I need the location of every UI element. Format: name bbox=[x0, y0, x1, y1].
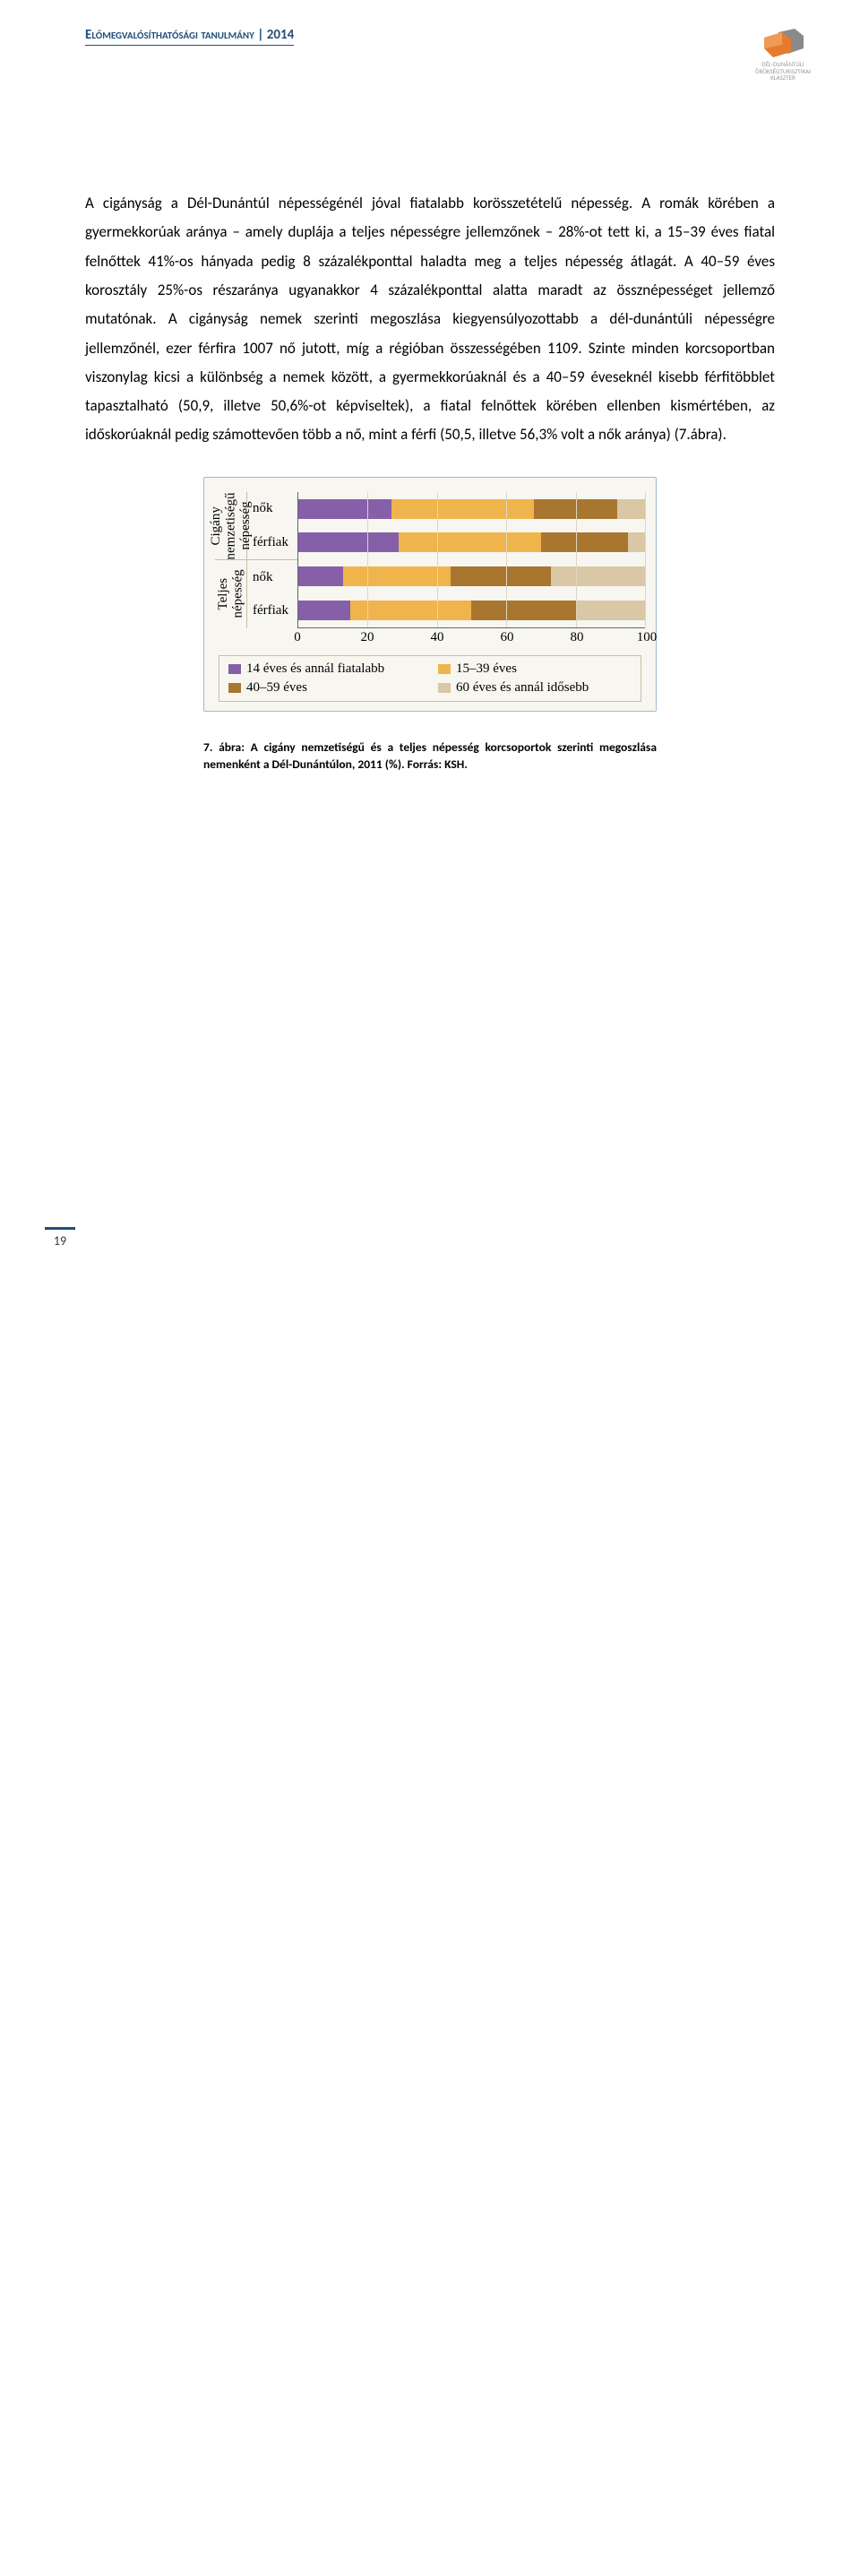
plot-area bbox=[297, 492, 645, 628]
bar-row bbox=[298, 593, 645, 627]
bars-container bbox=[298, 492, 645, 627]
y-group-label: Teljes népesség bbox=[215, 560, 247, 628]
bar-segment bbox=[399, 532, 541, 552]
y-row-label: nők bbox=[253, 502, 290, 515]
y-row-label: férfiak bbox=[253, 536, 290, 549]
logo-text-3: KLASZTER bbox=[755, 74, 811, 82]
y-row-label: nők bbox=[253, 571, 290, 584]
x-tick-label: 20 bbox=[361, 630, 374, 645]
cluster-logo-icon bbox=[759, 27, 807, 59]
legend-item: 40–59 éves bbox=[228, 680, 422, 696]
legend: 14 éves és annál fiatalabb 15–39 éves 40–5… bbox=[219, 655, 641, 702]
bar-segment bbox=[541, 532, 628, 552]
legend-swatch bbox=[228, 683, 241, 693]
bar-row bbox=[298, 492, 645, 526]
header-title: Előmegvalósíthatósági tanulmány | 2014 bbox=[85, 27, 294, 46]
legend-item: 60 éves és annál idősebb bbox=[438, 680, 632, 696]
y-group-label: Cigány nemzetiségű népesség bbox=[215, 492, 247, 560]
legend-label: 40–59 éves bbox=[246, 680, 307, 696]
x-tick-label: 0 bbox=[294, 630, 301, 645]
x-tick-label: 80 bbox=[571, 630, 584, 645]
y-row-label: férfiak bbox=[253, 604, 290, 618]
chart-box: Cigány nemzetiségű népesség nők férfiak Tel… bbox=[203, 477, 657, 712]
bar-segment bbox=[551, 566, 644, 586]
paragraph-text: A cigányság a Dél-Dunántúl népességénél … bbox=[85, 189, 775, 450]
bar-segment bbox=[576, 601, 645, 620]
legend-swatch bbox=[438, 683, 451, 693]
legend-swatch bbox=[228, 664, 241, 674]
bar-row bbox=[298, 559, 645, 593]
bar-row bbox=[298, 525, 645, 559]
page-header: Előmegvalósíthatósági tanulmány | 2014 D… bbox=[0, 0, 860, 91]
x-tick-label: 60 bbox=[501, 630, 514, 645]
figure-caption: 7. ábra: A cigány nemzetiségű és a telje… bbox=[203, 739, 657, 774]
x-axis-ticks: 020406080100 bbox=[297, 630, 647, 648]
logo: DÉL-DUNÁNTÚLI ÖRÖKSÉGTURISZTIKAI KLASZTE… bbox=[755, 27, 811, 82]
bar-segment bbox=[298, 499, 391, 519]
bar-segment bbox=[298, 532, 399, 552]
y-axis-labels: Cigány nemzetiségű népesség nők férfiak Tel… bbox=[215, 492, 297, 628]
bar-segment bbox=[617, 499, 645, 519]
x-tick-label: 40 bbox=[431, 630, 444, 645]
legend-label: 15–39 éves bbox=[456, 661, 517, 677]
legend-item: 14 éves és annál fiatalabb bbox=[228, 661, 422, 677]
bar-segment bbox=[628, 532, 645, 552]
bar-segment bbox=[298, 566, 343, 586]
bar-segment bbox=[343, 566, 451, 586]
bar-segment bbox=[350, 601, 471, 620]
legend-label: 14 éves és annál fiatalabb bbox=[246, 661, 384, 677]
legend-swatch bbox=[438, 664, 451, 674]
bar-segment bbox=[451, 566, 551, 586]
bar-segment bbox=[534, 499, 617, 519]
x-tick-label: 100 bbox=[637, 630, 658, 645]
bar-segment bbox=[391, 499, 534, 519]
chart-area: Cigány nemzetiségű népesség nők férfiak Tel… bbox=[215, 492, 645, 628]
legend-item: 15–39 éves bbox=[438, 661, 632, 677]
bar-segment bbox=[471, 601, 575, 620]
legend-label: 60 éves és annál idősebb bbox=[456, 680, 589, 696]
body-paragraph: A cigányság a Dél-Dunántúl népességénél … bbox=[0, 91, 860, 450]
bar-segment bbox=[298, 601, 350, 620]
figure-7: Cigány nemzetiségű népesség nők férfiak Tel… bbox=[203, 477, 657, 774]
page-number: 19 bbox=[45, 1227, 75, 1252]
